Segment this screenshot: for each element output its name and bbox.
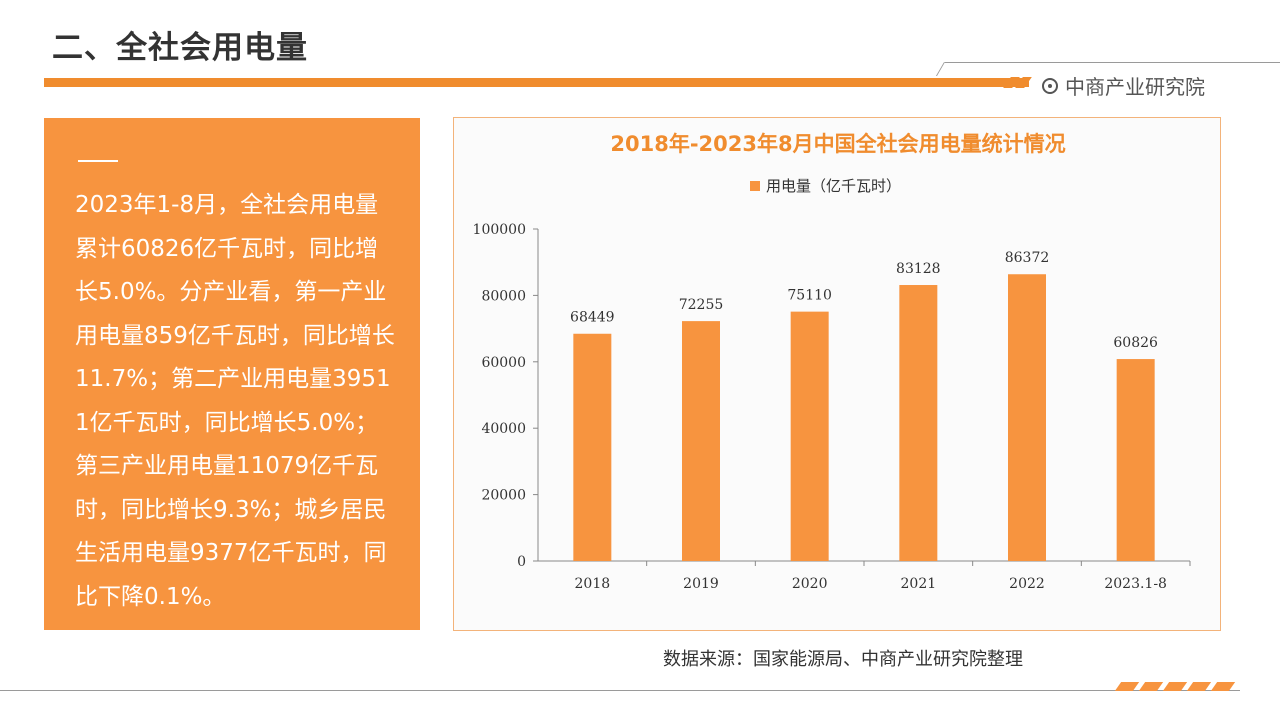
- page-title: 二、全社会用电量: [52, 30, 308, 66]
- x-tick-label-2020: 2020: [792, 576, 828, 592]
- bar-2019: [682, 321, 720, 561]
- data-label-2021: 83128: [896, 261, 941, 277]
- summary-panel: 2023年1-8月，全社会用电量累计60826亿千瓦时，同比增长5.0%。分产业…: [44, 118, 420, 630]
- brand-name: 中商产业研究院: [1065, 75, 1205, 99]
- header-divider-slant: [935, 62, 946, 76]
- bar-2022: [1008, 274, 1046, 561]
- footer-line: [0, 690, 1240, 691]
- legend-label: 用电量（亿千瓦时）: [766, 177, 902, 195]
- bar-2023.1-8: [1116, 359, 1155, 561]
- x-tick-label-2023.1-8: 2023.1-8: [1104, 576, 1167, 592]
- source-note: 数据来源：国家能源局、中商产业研究院整理: [663, 649, 1023, 670]
- y-tick-label-0: 0: [517, 554, 526, 570]
- chart-panel: 2018年-2023年8月中国全社会用电量统计情况 用电量（亿千瓦时） 0 200…: [453, 117, 1221, 631]
- bar-2018: [573, 333, 612, 561]
- data-label-2023.1-8: 60826: [1113, 335, 1158, 351]
- x-tick-label-2022: 2022: [1009, 576, 1045, 592]
- summary-text: 2023年1-8月，全社会用电量累计60826亿千瓦时，同比增长5.0%。分产业…: [75, 192, 395, 610]
- brand: 中商产业研究院: [1042, 71, 1205, 100]
- x-tick-label-2019: 2019: [683, 576, 719, 592]
- x-tick-label-2021: 2021: [901, 576, 937, 592]
- x-tick-label-2018: 2018: [575, 576, 611, 592]
- legend-swatch: [750, 180, 760, 191]
- bar-2020: [790, 311, 829, 561]
- summary-rule: [78, 160, 118, 162]
- bar-2021: [899, 285, 938, 561]
- y-tick-label-4: 80000: [481, 288, 526, 304]
- chart-title: 2018年-2023年8月中国全社会用电量统计情况: [610, 132, 1066, 156]
- data-label-2020: 75110: [787, 288, 832, 304]
- header-divider-line: [945, 62, 1280, 63]
- chart-legend: 用电量（亿千瓦时）: [750, 175, 901, 196]
- data-label-2019: 72255: [679, 297, 724, 313]
- bar-chart: 0 20000 40000 60000 80000 100000 68449 2018 7225…: [473, 222, 1191, 592]
- data-label-2022: 86372: [1005, 250, 1050, 266]
- data-label-2018: 68449: [570, 310, 615, 326]
- y-tick-label-2: 40000: [481, 421, 526, 437]
- brand-logo-icon: [1042, 77, 1058, 94]
- y-tick-label-3: 60000: [481, 355, 526, 371]
- title-underline-bar: [44, 78, 1029, 87]
- y-tick-label-5: 100000: [473, 222, 526, 238]
- y-tick-label-1: 20000: [481, 488, 526, 504]
